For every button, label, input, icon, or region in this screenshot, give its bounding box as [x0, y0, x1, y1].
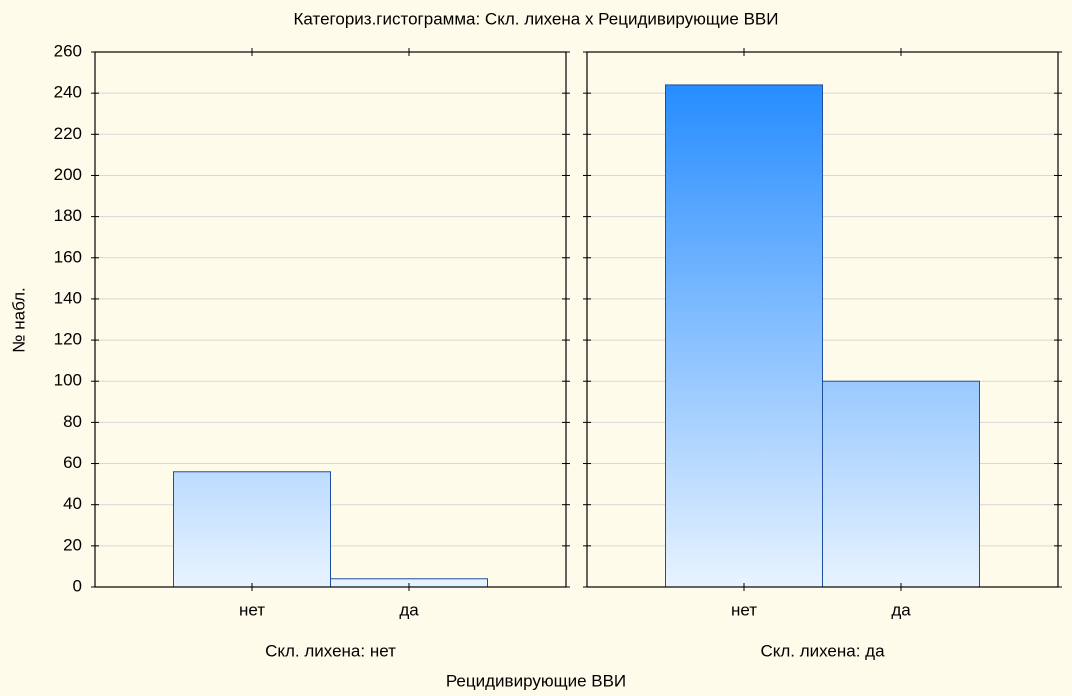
panel-subtitle: Скл. лихена: да — [760, 641, 885, 660]
bar — [822, 380, 980, 588]
y-tick-label: 100 — [54, 371, 82, 390]
y-tick-label: 140 — [54, 288, 82, 307]
y-tick-label: 80 — [63, 412, 82, 431]
plot-frame — [94, 51, 567, 588]
y-tick-label: 60 — [63, 453, 82, 472]
x-axis-label: Рецидивирующие ВВИ — [446, 671, 626, 690]
x-tick-label: да — [399, 600, 419, 619]
y-tick-label: 240 — [54, 83, 82, 102]
bar — [173, 471, 331, 588]
y-tick-label: 120 — [54, 330, 82, 349]
y-tick-label: 160 — [54, 247, 82, 266]
y-tick-label: 220 — [54, 124, 82, 143]
panel-subtitle: Скл. лихена: нет — [265, 641, 396, 660]
chart-title: Категориз.гистограмма: Скл. лихена x Рец… — [294, 9, 779, 28]
y-tick-label: 0 — [73, 576, 82, 595]
x-tick-label: нет — [731, 600, 757, 619]
y-tick-label: 40 — [63, 494, 82, 513]
y-tick-label: 20 — [63, 535, 82, 554]
plot-frame — [586, 51, 1059, 588]
x-tick-label: нет — [239, 600, 265, 619]
bar — [665, 84, 823, 588]
y-tick-label: 260 — [54, 41, 82, 60]
y-axis-label: № набл. — [9, 287, 28, 352]
x-tick-label: да — [891, 600, 911, 619]
y-tick-label: 180 — [54, 206, 82, 225]
y-tick-label: 200 — [54, 165, 82, 184]
